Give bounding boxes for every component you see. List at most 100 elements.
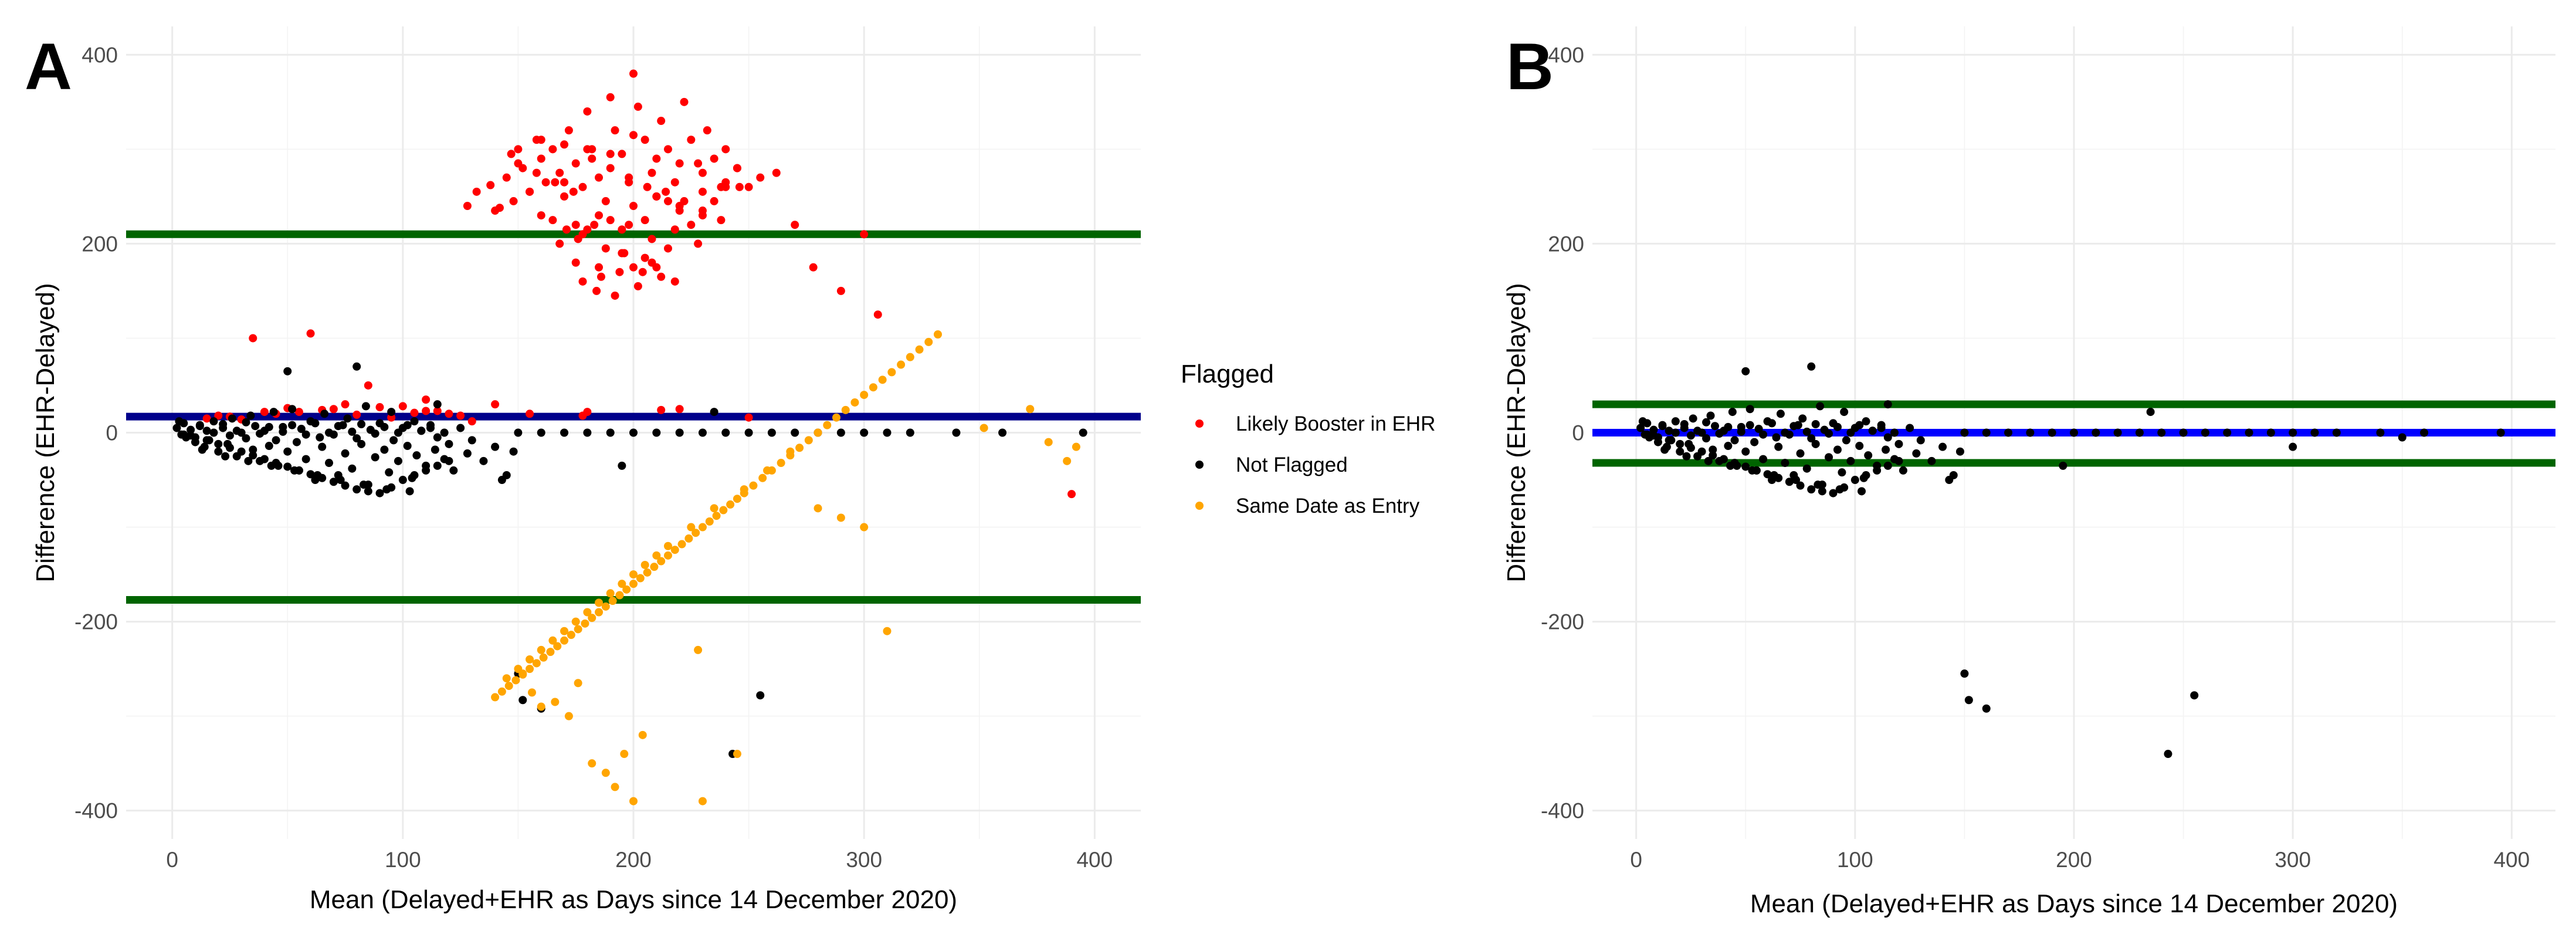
point-likely-booster-in-ehr — [791, 221, 799, 229]
point-same-date-as-entry — [560, 636, 569, 645]
point-likely-booster-in-ehr — [643, 182, 652, 191]
point-not-flagged — [398, 476, 407, 485]
point-likely-booster-in-ehr — [680, 197, 689, 205]
point-same-date-as-entry — [528, 688, 536, 697]
x-tick-label: 300 — [2275, 848, 2311, 872]
point-likely-booster-in-ehr — [375, 403, 384, 412]
point-same-date-as-entry — [979, 424, 988, 432]
point-not-flagged — [242, 418, 250, 427]
y-tick-label: -200 — [1541, 610, 1584, 634]
point-same-date-as-entry — [878, 375, 887, 384]
point-same-date-as-entry — [663, 551, 672, 560]
point-not-flagged — [431, 445, 439, 454]
point-likely-booster-in-ehr — [555, 239, 564, 248]
x-tick-label: 300 — [846, 848, 882, 872]
point-same-date-as-entry — [687, 523, 696, 532]
point-likely-booster-in-ehr — [657, 117, 666, 126]
point-not-flagged — [445, 456, 453, 465]
point-not-flagged — [1982, 704, 1991, 713]
point-not-flagged — [1890, 428, 1899, 437]
point-same-date-as-entry — [832, 413, 840, 422]
point-not-flagged — [237, 447, 246, 456]
point-not-flagged — [371, 429, 379, 438]
point-same-date-as-entry — [712, 512, 721, 520]
point-likely-booster-in-ehr — [595, 211, 604, 220]
point-same-date-as-entry — [705, 517, 714, 526]
point-likely-booster-in-ehr — [592, 286, 601, 295]
y-axis-title: Difference (EHR-Delayed) — [31, 283, 60, 582]
point-likely-booster-in-ehr — [663, 145, 672, 154]
point-likely-booster-in-ehr — [1067, 490, 1076, 499]
point-not-flagged — [352, 362, 361, 371]
point-likely-booster-in-ehr — [532, 168, 541, 177]
point-likely-booster-in-ehr — [590, 221, 599, 229]
point-not-flagged — [2496, 428, 2505, 437]
point-not-flagged — [1728, 408, 1737, 417]
point-same-date-as-entry — [638, 730, 647, 739]
point-likely-booster-in-ehr — [341, 400, 350, 409]
point-likely-booster-in-ehr — [640, 216, 649, 225]
y-tick-label: 400 — [82, 43, 118, 67]
point-not-flagged — [265, 442, 273, 451]
point-same-date-as-entry — [636, 574, 645, 583]
point-same-date-as-entry — [924, 337, 933, 346]
y-tick-label: 200 — [82, 232, 118, 256]
point-likely-booster-in-ehr — [657, 272, 666, 281]
point-not-flagged — [225, 431, 234, 440]
panel-a: 0 100 200 300 400 -400 -200 0 200 400 Mean (Delaye… — [25, 26, 1141, 914]
point-not-flagged — [1868, 427, 1877, 435]
point-likely-booster-in-ehr — [687, 221, 696, 229]
point-not-flagged — [1855, 421, 1864, 429]
point-likely-booster-in-ehr — [486, 181, 495, 189]
point-not-flagged — [325, 428, 333, 437]
point-not-flagged — [2157, 428, 2166, 437]
point-likely-booster-in-ehr — [472, 187, 481, 196]
point-not-flagged — [606, 428, 615, 437]
point-not-flagged — [1665, 427, 1673, 435]
point-same-date-as-entry — [1072, 442, 1080, 451]
point-same-date-as-entry — [537, 702, 545, 711]
point-likely-booster-in-ehr — [555, 168, 564, 177]
point-not-flagged — [721, 428, 730, 437]
point-likely-booster-in-ehr — [629, 263, 638, 272]
panel-letter: B — [1506, 30, 1554, 103]
point-likely-booster-in-ehr — [456, 411, 465, 420]
point-not-flagged — [2059, 461, 2067, 470]
point-not-flagged — [1906, 424, 1914, 432]
y-axis-title: Difference (EHR-Delayed) — [1502, 283, 1531, 582]
point-not-flagged — [1894, 439, 1903, 448]
point-likely-booster-in-ehr — [507, 150, 516, 158]
point-same-date-as-entry — [643, 568, 652, 577]
point-likely-booster-in-ehr — [306, 329, 315, 338]
point-likely-booster-in-ehr — [606, 216, 615, 225]
point-same-date-as-entry — [804, 436, 813, 445]
point-likely-booster-in-ehr — [733, 164, 741, 172]
point-likely-booster-in-ehr — [352, 410, 361, 419]
point-not-flagged — [417, 427, 426, 435]
point-not-flagged — [1912, 449, 1921, 458]
point-not-flagged — [1785, 478, 1794, 486]
point-likely-booster-in-ehr — [574, 235, 582, 243]
point-not-flagged — [265, 422, 273, 431]
point-same-date-as-entry — [758, 473, 767, 482]
point-not-flagged — [269, 408, 278, 417]
legend-swatch — [1195, 461, 1204, 469]
point-not-flagged — [1676, 447, 1684, 456]
point-likely-booster-in-ehr — [502, 173, 511, 182]
point-not-flagged — [187, 431, 195, 440]
point-same-date-as-entry — [588, 759, 596, 768]
point-not-flagged — [744, 428, 753, 437]
point-not-flagged — [318, 442, 327, 451]
point-not-flagged — [1883, 433, 1892, 442]
point-not-flagged — [2179, 428, 2188, 437]
point-not-flagged — [518, 696, 527, 705]
point-likely-booster-in-ehr — [571, 159, 580, 168]
point-likely-booster-in-ehr — [583, 145, 592, 154]
point-likely-booster-in-ehr — [670, 178, 679, 187]
point-likely-booster-in-ehr — [640, 253, 649, 262]
point-likely-booster-in-ehr — [294, 408, 303, 417]
x-tick-label: 100 — [385, 848, 421, 872]
point-not-flagged — [403, 421, 412, 429]
point-likely-booster-in-ehr — [648, 168, 656, 177]
